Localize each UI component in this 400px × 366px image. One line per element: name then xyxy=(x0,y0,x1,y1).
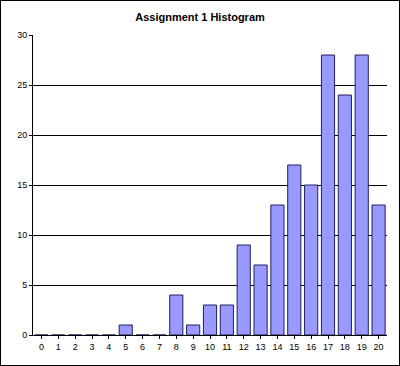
svg-text:4: 4 xyxy=(106,342,111,352)
svg-text:Assignment 1 Histogram: Assignment 1 Histogram xyxy=(135,11,265,23)
svg-text:12: 12 xyxy=(239,342,249,352)
svg-text:6: 6 xyxy=(140,342,145,352)
svg-text:19: 19 xyxy=(357,342,367,352)
svg-text:9: 9 xyxy=(191,342,196,352)
svg-text:1: 1 xyxy=(56,342,61,352)
svg-text:5: 5 xyxy=(123,342,128,352)
svg-text:30: 30 xyxy=(17,30,27,40)
svg-text:10: 10 xyxy=(205,342,215,352)
svg-text:16: 16 xyxy=(306,342,316,352)
svg-text:3: 3 xyxy=(89,342,94,352)
svg-text:5: 5 xyxy=(22,280,27,290)
svg-text:18: 18 xyxy=(340,342,350,352)
svg-text:0: 0 xyxy=(22,330,27,340)
svg-text:25: 25 xyxy=(17,80,27,90)
svg-text:17: 17 xyxy=(323,342,333,352)
svg-text:14: 14 xyxy=(272,342,282,352)
svg-text:20: 20 xyxy=(17,130,27,140)
svg-text:10: 10 xyxy=(17,230,27,240)
svg-text:11: 11 xyxy=(222,342,231,352)
svg-text:7: 7 xyxy=(157,342,162,352)
svg-text:20: 20 xyxy=(374,342,384,352)
svg-text:15: 15 xyxy=(17,180,27,190)
svg-text:2: 2 xyxy=(73,342,78,352)
svg-text:8: 8 xyxy=(174,342,179,352)
svg-text:13: 13 xyxy=(256,342,266,352)
svg-text:0: 0 xyxy=(39,342,44,352)
svg-text:15: 15 xyxy=(289,342,299,352)
